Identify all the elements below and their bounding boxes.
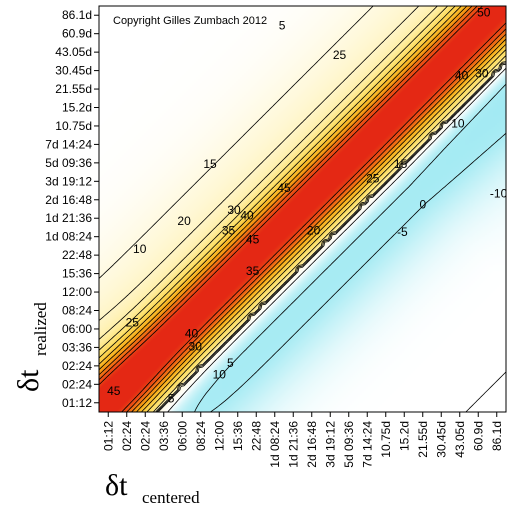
contour-label: 35 <box>222 223 236 237</box>
contour-label: 25 <box>366 172 380 186</box>
x-tick-label: 15:36 <box>231 421 245 451</box>
x-tick-label: 1d 08:24 <box>268 421 282 468</box>
contour-line-20 <box>99 6 506 412</box>
contour-label: 20 <box>177 214 191 228</box>
x-tick-label: 01:12 <box>101 421 115 451</box>
x-tick-label: 86.1d <box>490 421 504 451</box>
contour-line-30 <box>99 6 506 412</box>
y-axis-symbol: δt <box>12 369 45 392</box>
x-tick-label: 2d 16:48 <box>305 421 319 468</box>
x-tick-label: 06:00 <box>175 421 189 451</box>
y-tick-label: 02:24 <box>62 377 92 391</box>
x-tick-label: 60.9d <box>471 421 485 451</box>
y-tick-label: 3d 19:12 <box>45 174 92 188</box>
y-tick-label: 03:36 <box>62 340 92 354</box>
contour-label: 10 <box>213 367 227 381</box>
x-tick-label: 10.75d <box>379 421 393 458</box>
contour-line-45 <box>99 6 506 412</box>
contour-line-35 <box>99 6 506 412</box>
y-tick-label: 15:36 <box>62 267 92 281</box>
contour-label: 45 <box>277 181 291 195</box>
y-tick-label: 22:48 <box>62 248 92 262</box>
x-tick-label: 1d 21:36 <box>286 421 300 468</box>
y-tick-label: 06:00 <box>62 322 92 336</box>
contour-line-50 <box>99 6 506 412</box>
x-axis-title: δt centered <box>105 469 200 507</box>
contour-label: 45 <box>246 233 260 247</box>
x-tick-label: 7d 14:24 <box>360 421 374 468</box>
contour-label: 5 <box>168 391 175 405</box>
contour-label: 40 <box>185 327 199 341</box>
y-tick-label: 15.2d <box>62 101 92 115</box>
y-tick-label: 1d 21:36 <box>45 211 92 225</box>
x-tick-label: 3d 19:12 <box>323 421 337 468</box>
contour-label: 45 <box>107 384 121 398</box>
y-tick-label: 7d 14:24 <box>45 137 92 151</box>
contour-label: 30 <box>189 340 203 354</box>
y-tick-label: 43.05d <box>55 45 92 59</box>
contour-lines <box>99 6 506 412</box>
heatmap-field <box>99 6 506 412</box>
contour-label: 5 <box>279 18 286 32</box>
contour-label: 0 <box>419 197 426 211</box>
x-tick-label: 15.2d <box>397 421 411 451</box>
contour-label: 10 <box>133 242 147 256</box>
contour-label: 40 <box>240 209 254 223</box>
x-tick-label: 30.45d <box>434 421 448 458</box>
y-tick-label: 10.75d <box>55 119 92 133</box>
x-tick-label: 43.05d <box>453 421 467 458</box>
plot-frame <box>98 5 507 413</box>
contour-line--5 <box>194 83 506 412</box>
contour-label: 20 <box>307 223 321 237</box>
y-tick-label: 1d 08:24 <box>45 230 92 244</box>
x-axis: 01:12 02:24 02:24 03:36 06:00 08:24 12:00 15:36… <box>101 412 504 468</box>
contour-label: 10 <box>451 116 465 130</box>
contour-line-10 <box>99 6 506 412</box>
contour-label: -5 <box>397 225 408 239</box>
contour-label: 25 <box>333 48 347 62</box>
x-tick-label: 21.55d <box>416 421 430 458</box>
y-axis-subscript: realized <box>31 302 50 356</box>
x-tick-label: 02:24 <box>138 421 152 451</box>
y-tick-label: 2d 16:48 <box>45 193 92 207</box>
y-tick-label: 86.1d <box>62 8 92 22</box>
x-tick-label: 02:24 <box>120 421 134 451</box>
y-tick-label: 02:24 <box>62 359 92 373</box>
x-tick-label: 12:00 <box>212 421 226 451</box>
contour-label: 35 <box>246 264 260 278</box>
contour-label: 30 <box>475 66 489 80</box>
contour-label: 30 <box>227 203 241 217</box>
y-tick-label: 21.55d <box>55 82 92 96</box>
contour-label: 15 <box>203 157 217 171</box>
copyright-annotation: Copyright Gilles Zumbach 2012 <box>113 15 267 27</box>
x-tick-label: 5d 09:36 <box>342 421 356 468</box>
contour-label: 50 <box>477 6 491 20</box>
y-tick-label: 12:00 <box>62 285 92 299</box>
x-tick-label: 22:48 <box>249 421 263 451</box>
y-tick-label: 30.45d <box>55 64 92 78</box>
contour-line-0 <box>167 67 506 412</box>
x-axis-subscript: centered <box>142 488 200 507</box>
x-tick-label: 08:24 <box>194 421 208 451</box>
y-tick-label: 01:12 <box>62 396 92 410</box>
y-axis: 01:12 02:24 02:24 03:36 06:00 08:24 12:00 15:36… <box>45 8 99 410</box>
y-tick-label: 5d 09:36 <box>45 156 92 170</box>
x-axis-symbol: δt <box>105 469 128 502</box>
contour-label: 15 <box>394 157 408 171</box>
contour-label: 40 <box>455 68 469 82</box>
y-tick-label: 08:24 <box>62 304 92 318</box>
y-axis-title: δt realized <box>12 302 50 392</box>
x-tick-label: 03:36 <box>157 421 171 451</box>
contour-label: 5 <box>227 356 234 370</box>
contour-label: 25 <box>126 316 140 330</box>
contour-label: -10 <box>490 186 508 200</box>
contour-line-15 <box>99 6 506 412</box>
y-tick-label: 60.9d <box>62 27 92 41</box>
